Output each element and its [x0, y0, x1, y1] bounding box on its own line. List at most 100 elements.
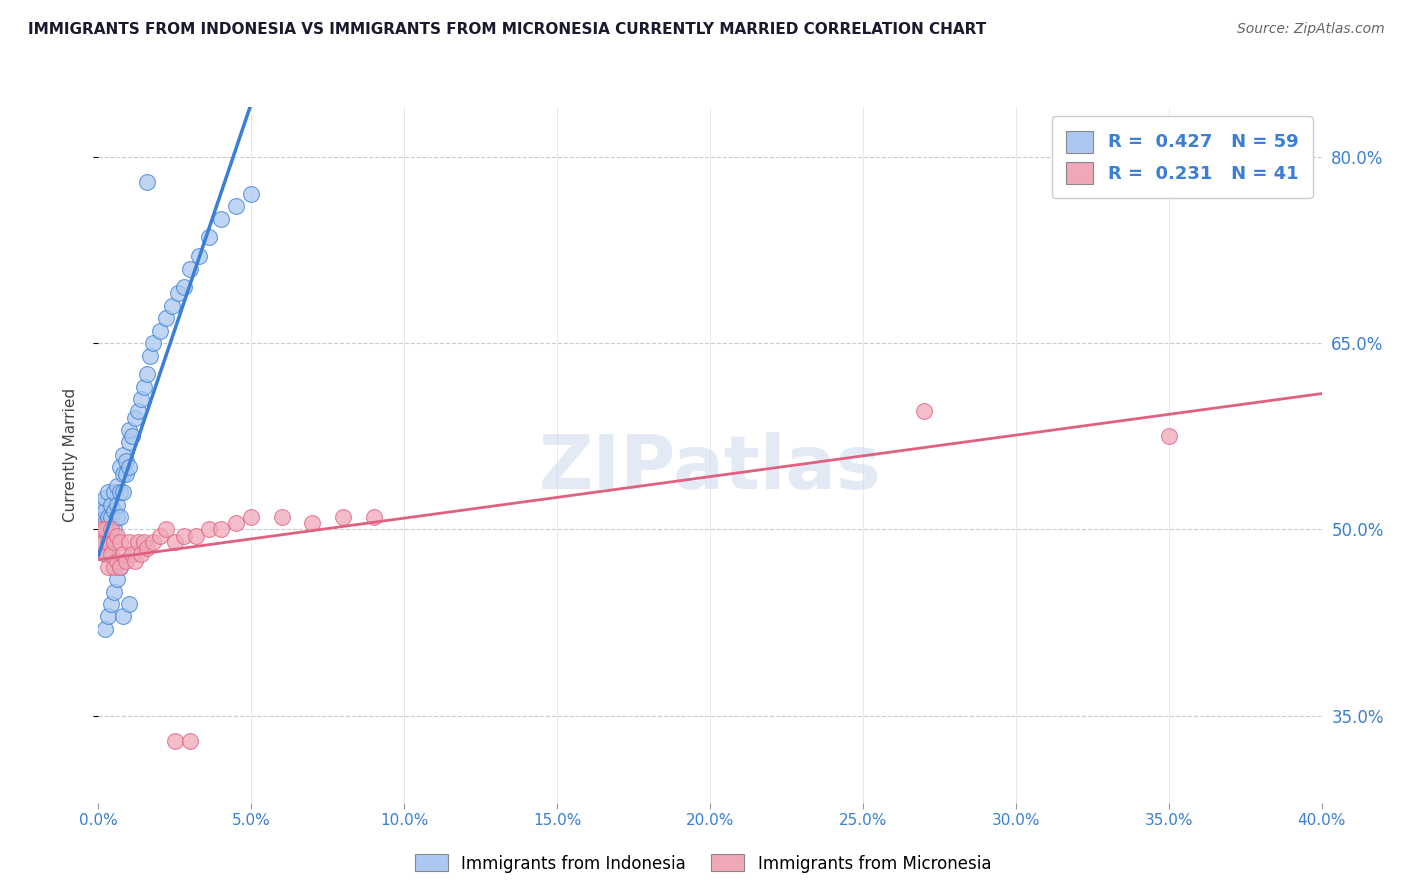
Point — [240, 187, 263, 202]
Point — [97, 547, 120, 561]
Point — [90, 534, 112, 549]
Point — [163, 733, 186, 747]
Point — [100, 510, 122, 524]
Point — [129, 547, 152, 561]
Point — [167, 286, 190, 301]
Legend: R =  0.427   N = 59, R =  0.231   N = 41: R = 0.427 N = 59, R = 0.231 N = 41 — [1052, 116, 1313, 198]
Point — [103, 523, 125, 537]
Point — [179, 733, 201, 747]
Point — [105, 572, 128, 586]
Point — [118, 597, 141, 611]
Point — [97, 485, 120, 500]
Point — [93, 516, 115, 531]
Point — [100, 597, 122, 611]
Point — [111, 467, 134, 481]
Point — [97, 534, 120, 549]
Legend: Immigrants from Indonesia, Immigrants from Micronesia: Immigrants from Indonesia, Immigrants fr… — [408, 847, 998, 880]
Point — [270, 510, 292, 524]
Point — [90, 498, 112, 512]
Text: Source: ZipAtlas.com: Source: ZipAtlas.com — [1237, 22, 1385, 37]
Point — [105, 479, 128, 493]
Point — [90, 523, 112, 537]
Text: IMMIGRANTS FROM INDONESIA VS IMMIGRANTS FROM MICRONESIA CURRENTLY MARRIED CORREL: IMMIGRANTS FROM INDONESIA VS IMMIGRANTS … — [28, 22, 987, 37]
Point — [111, 485, 134, 500]
Point — [136, 367, 159, 381]
Point — [129, 392, 152, 406]
Point — [97, 523, 120, 537]
Point — [121, 429, 143, 443]
Point — [108, 559, 131, 574]
Point — [93, 534, 115, 549]
Point — [301, 516, 323, 531]
Point — [197, 230, 219, 244]
Point — [163, 534, 186, 549]
Point — [97, 609, 120, 624]
Point — [209, 211, 232, 226]
Point — [173, 280, 195, 294]
Point — [103, 584, 125, 599]
Point — [225, 199, 247, 213]
Point — [93, 504, 115, 518]
Point — [127, 534, 149, 549]
Point — [103, 504, 125, 518]
Point — [118, 435, 141, 450]
Point — [209, 523, 232, 537]
Point — [100, 498, 122, 512]
Point — [103, 534, 125, 549]
Point — [225, 516, 247, 531]
Point — [115, 553, 138, 567]
Point — [363, 510, 385, 524]
Point — [111, 448, 134, 462]
Point — [124, 410, 146, 425]
Point — [108, 559, 131, 574]
Point — [105, 510, 128, 524]
Point — [142, 534, 165, 549]
Point — [93, 547, 115, 561]
Point — [332, 510, 354, 524]
Point — [103, 485, 125, 500]
Point — [111, 547, 134, 561]
Y-axis label: Currently Married: Currently Married — [63, 388, 77, 522]
Point — [105, 498, 128, 512]
Point — [108, 510, 131, 524]
Point — [149, 324, 172, 338]
Point — [155, 523, 177, 537]
Point — [139, 349, 162, 363]
Point — [160, 299, 183, 313]
Point — [121, 547, 143, 561]
Point — [100, 529, 122, 543]
Point — [105, 529, 128, 543]
Text: ZIPatlas: ZIPatlas — [538, 433, 882, 506]
Point — [240, 510, 263, 524]
Point — [90, 510, 112, 524]
Point — [111, 609, 134, 624]
Point — [118, 423, 141, 437]
Point — [100, 523, 122, 537]
Point — [103, 559, 125, 574]
Point — [197, 523, 219, 537]
Point — [115, 454, 138, 468]
Point — [188, 249, 211, 263]
Point — [100, 547, 122, 561]
Point — [90, 523, 112, 537]
Point — [136, 175, 159, 189]
Point — [118, 460, 141, 475]
Point — [1157, 429, 1180, 443]
Point — [97, 559, 120, 574]
Point — [134, 379, 156, 393]
Point — [127, 404, 149, 418]
Point — [115, 467, 138, 481]
Point — [136, 541, 159, 555]
Point — [149, 529, 172, 543]
Point — [97, 510, 120, 524]
Point — [912, 404, 935, 418]
Point — [108, 534, 131, 549]
Point — [93, 491, 115, 506]
Point — [124, 553, 146, 567]
Point — [134, 534, 156, 549]
Point — [155, 311, 177, 326]
Point — [108, 460, 131, 475]
Point — [142, 336, 165, 351]
Point — [118, 534, 141, 549]
Point — [105, 553, 128, 567]
